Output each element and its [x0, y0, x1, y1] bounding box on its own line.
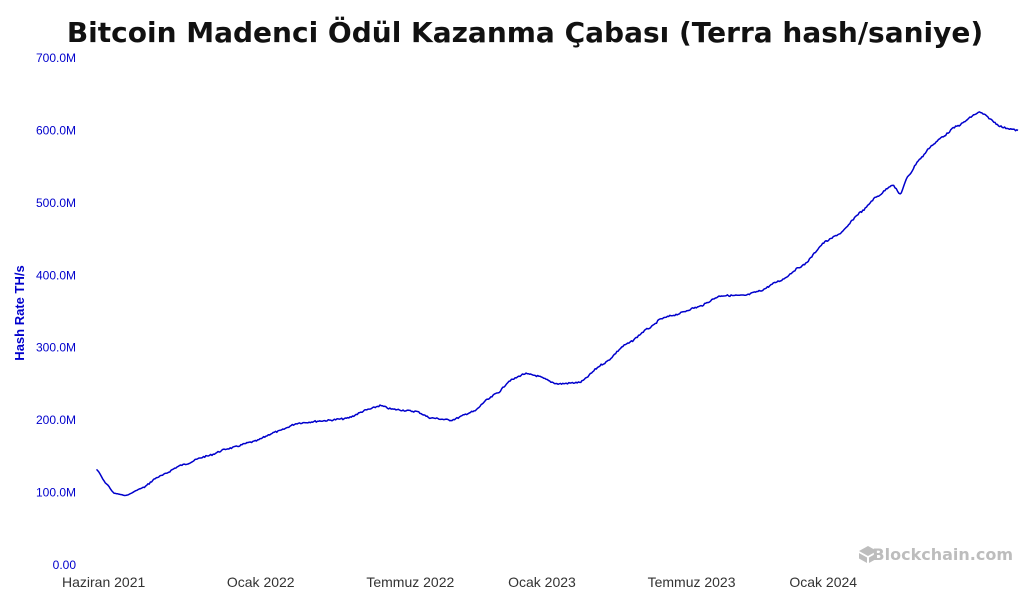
y-tick-label: 700.0M [36, 51, 76, 65]
y-axis-label: Hash Rate TH/s [12, 265, 27, 360]
series-line-hashrate [95, 111, 1019, 497]
y-tick-label: 300.0M [36, 341, 76, 355]
y-tick-label: 200.0M [36, 413, 76, 427]
x-tick-label: Ocak 2023 [508, 574, 576, 590]
y-tick-label: 400.0M [36, 268, 76, 282]
watermark: Blockchain.com [859, 545, 1013, 564]
chart-title: Bitcoin Madenci Ödül Kazanma Çabası (Ter… [67, 15, 983, 49]
y-tick-label: 600.0M [36, 123, 76, 137]
watermark-text: Blockchain.com [872, 545, 1013, 564]
y-tick-label: 100.0M [36, 486, 76, 500]
x-tick-label: Temmuz 2023 [648, 574, 736, 590]
blockchain-logo-icon [859, 546, 877, 563]
y-axis-ticks: 0.00 100.0M 200.0M 300.0M 400.0M 500.0M 600.0M… [36, 51, 76, 572]
y-tick-label: 500.0M [36, 196, 76, 210]
y-tick-label: 0.00 [53, 558, 77, 572]
x-tick-label: Temmuz 2022 [366, 574, 454, 590]
x-tick-label: Haziran 2021 [62, 574, 145, 590]
x-tick-label: Ocak 2022 [227, 574, 295, 590]
x-axis-ticks: Haziran 2021 Ocak 2022 Temmuz 2022 Ocak 202… [62, 574, 857, 590]
x-tick-label: Ocak 2024 [789, 574, 857, 590]
